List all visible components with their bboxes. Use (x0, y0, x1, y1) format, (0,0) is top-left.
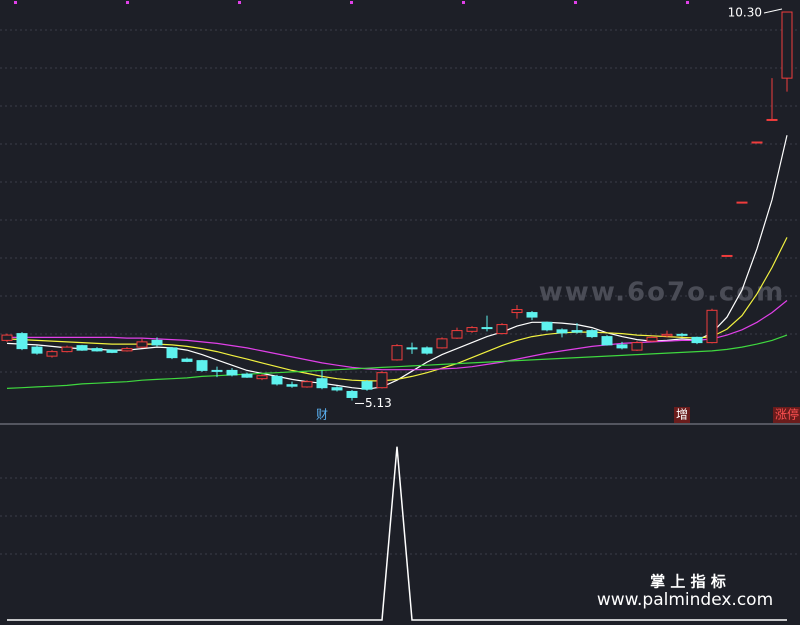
candle-body (226, 369, 238, 376)
candle-body (391, 345, 403, 361)
candle-body (691, 336, 703, 344)
candle-body (481, 327, 493, 330)
candle-body (736, 201, 748, 204)
candle-body (496, 324, 508, 335)
candle-body (766, 118, 778, 121)
candle-body (466, 327, 478, 332)
candle-body (376, 372, 388, 389)
event-marker: 增 (676, 408, 688, 422)
dot (350, 1, 353, 4)
moving-average-line (6, 334, 788, 389)
candle-body (346, 390, 358, 398)
candle-body (181, 358, 193, 362)
candle-body (331, 387, 343, 391)
candle-body (211, 369, 223, 372)
candle-body (721, 254, 733, 257)
candle-body (526, 312, 538, 318)
candle-body (676, 333, 688, 336)
candle-body (511, 309, 523, 314)
candle-body (706, 309, 718, 344)
price-label: 5.13 (365, 396, 392, 410)
dot (574, 1, 577, 4)
grid (0, 29, 800, 555)
site: www.palmindex.com (597, 590, 773, 610)
dot (14, 1, 17, 4)
event-marker: 涨停 (775, 407, 799, 422)
candle-body (601, 336, 613, 346)
candle-body (256, 375, 268, 380)
candle-body (751, 141, 763, 144)
candle-body (421, 347, 433, 354)
candle-body (781, 11, 793, 79)
candle-body (316, 378, 328, 389)
candle-body (31, 346, 43, 354)
candle-body (631, 342, 643, 351)
candle-body (121, 348, 133, 352)
watermark: www.6o7o.com (539, 278, 785, 308)
candle-body (61, 346, 73, 353)
candle-body (286, 384, 298, 387)
candle-body (271, 375, 283, 385)
candle-body (301, 381, 313, 388)
marker-bg (673, 407, 691, 423)
time-dots (14, 1, 689, 4)
candle-body (136, 341, 148, 348)
candle-body (106, 349, 118, 353)
dot (126, 1, 129, 4)
candle-body (151, 339, 163, 346)
candle-body (646, 336, 658, 342)
candle-body (661, 333, 673, 337)
event-marker: 财 (316, 408, 328, 422)
candle-body (541, 321, 553, 331)
candle-body (406, 347, 418, 350)
price-arrow (763, 8, 783, 14)
candle-body (556, 329, 568, 334)
candle-body (436, 338, 448, 349)
candle-body (16, 333, 28, 350)
candle-body (616, 344, 628, 349)
candle-body (361, 381, 373, 390)
candle-body (46, 351, 58, 357)
candle-body (451, 330, 463, 339)
candle-body (586, 330, 598, 338)
candle-body (196, 360, 208, 371)
candle-body (571, 330, 583, 333)
candle-body (241, 373, 253, 378)
moving-average-line (7, 300, 788, 371)
dot (462, 1, 465, 4)
candle-body (91, 348, 103, 352)
price-label: 10.30 (728, 6, 762, 20)
marker-bg (772, 407, 800, 423)
caption: 掌 上 指 标 (650, 573, 726, 591)
candle-body (166, 347, 178, 359)
candle-body (1, 334, 13, 341)
dot (238, 1, 241, 4)
signal-line (7, 446, 787, 621)
dot (686, 1, 689, 4)
candle-body (76, 345, 88, 351)
